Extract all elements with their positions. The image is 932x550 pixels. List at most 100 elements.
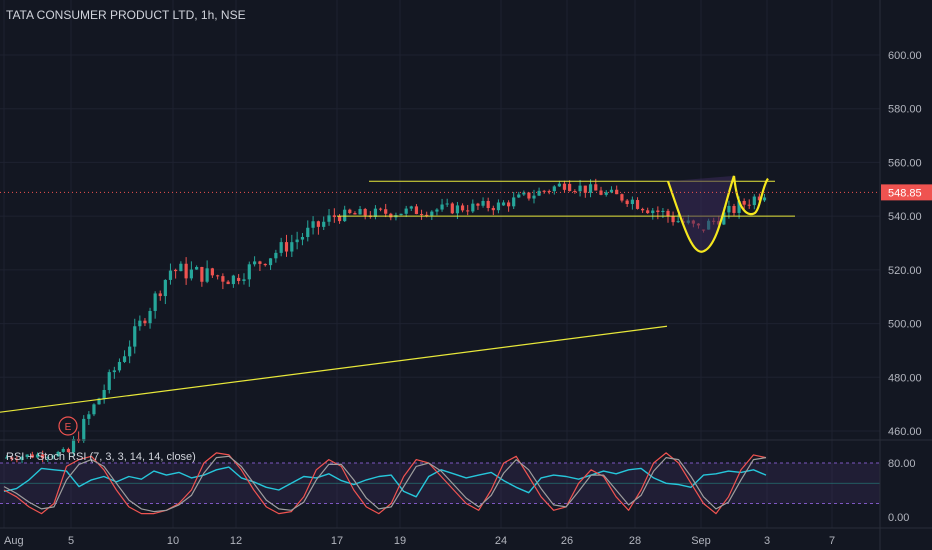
candle-body: [30, 454, 34, 458]
candle-body: [337, 216, 342, 222]
time-tick-label: Sep: [691, 535, 711, 547]
candle-body: [184, 263, 188, 279]
price-tick-label: 600.00: [888, 50, 922, 62]
candle-body: [25, 454, 29, 457]
candle-body: [322, 221, 326, 227]
candle-body: [732, 205, 736, 213]
candle-body: [168, 270, 173, 280]
candle-body: [279, 242, 283, 253]
candle-body: [430, 211, 434, 216]
rsi-series-stoch-k: [3, 452, 767, 515]
candle-body: [343, 209, 347, 222]
candle-body: [455, 205, 460, 214]
cup-fill: [668, 175, 734, 252]
candle-body: [41, 454, 45, 459]
candle-body: [517, 194, 521, 198]
candle-body: [445, 203, 449, 205]
candle-body: [20, 456, 24, 461]
time-tick-label: 24: [495, 535, 507, 547]
candle-body: [237, 277, 241, 281]
price-tick-label: 560.00: [888, 157, 922, 169]
candle-body: [107, 372, 111, 390]
candle-body: [300, 237, 305, 240]
candle-body: [174, 269, 178, 272]
candle-body: [481, 200, 485, 206]
candle-body: [332, 215, 336, 218]
candle-body: [552, 186, 556, 192]
time-tick-label: 3: [764, 535, 770, 547]
candle-body: [112, 370, 116, 373]
candle-body: [258, 261, 262, 264]
candle-body: [486, 200, 490, 209]
time-tick-label: 5: [68, 535, 74, 547]
rsi-tick-label: 0.00: [888, 512, 909, 524]
candle-body: [153, 293, 157, 311]
candle-body: [568, 183, 572, 192]
candle-body: [373, 208, 378, 217]
candle-body: [594, 184, 598, 191]
candle-body: [189, 269, 193, 279]
candle-body: [747, 204, 751, 206]
candle-body: [295, 239, 299, 243]
candle-body: [588, 184, 593, 193]
candle-body: [247, 264, 251, 280]
candle-body: [221, 276, 225, 282]
candle-body: [46, 457, 50, 459]
candle-body: [231, 275, 235, 285]
candle-body: [450, 203, 454, 214]
time-axis[interactable]: Aug 5 10 12 17 19 24 26 28 Sep 3 7: [4, 535, 835, 547]
candle-body: [414, 206, 419, 215]
candle-body: [562, 183, 567, 190]
candle-body: [205, 268, 209, 282]
markers: E: [58, 416, 78, 436]
candle-body: [491, 208, 495, 211]
candle-body: [409, 206, 413, 209]
handle-curve: [732, 175, 769, 216]
candle-body: [722, 212, 726, 225]
rising-trendline: [0, 325, 668, 413]
candle-body: [399, 213, 403, 216]
candle-body: [630, 199, 634, 205]
candle-body: [284, 242, 289, 252]
candle-body: [752, 196, 756, 206]
rsi-series-rsi: [3, 466, 767, 498]
candle-body: [496, 202, 501, 211]
chart-title: TATA CONSUMER PRODUCT LTD, 1h, NSE: [6, 8, 246, 22]
candle-body: [522, 192, 526, 195]
candle-body: [440, 204, 444, 210]
candle-body: [148, 310, 152, 324]
candle-body: [348, 209, 352, 214]
event-marker-label: E: [65, 422, 72, 433]
candle-body: [542, 190, 546, 192]
candle-body: [604, 192, 608, 195]
candle-body: [82, 418, 86, 441]
rsi-tick-label: 80.00: [888, 458, 916, 470]
candles: [4, 178, 767, 464]
price-tick-label: 500.00: [888, 319, 922, 331]
price-tick-label: 520.00: [888, 265, 922, 277]
candle-body: [122, 356, 127, 362]
last-price-label: 548.85: [888, 187, 922, 199]
candle-body: [102, 389, 106, 399]
candle-body: [51, 456, 55, 458]
candle-body: [651, 210, 655, 214]
candle-body: [133, 326, 137, 347]
candle-body: [557, 183, 561, 187]
candle-body: [253, 261, 257, 265]
candle-body: [128, 346, 132, 357]
candle-body: [138, 320, 142, 327]
candle-body: [358, 209, 362, 215]
rsi-lines: [3, 452, 767, 515]
candle-body: [263, 263, 267, 266]
candle-body: [316, 221, 320, 227]
candle-body: [61, 448, 65, 452]
candle-body: [378, 208, 383, 210]
time-tick-label: 26: [561, 535, 573, 547]
candle-body: [56, 451, 60, 457]
annotations: [0, 175, 880, 413]
candle-body: [200, 266, 204, 282]
candle-body: [158, 293, 162, 297]
cup-curve: [666, 175, 736, 253]
